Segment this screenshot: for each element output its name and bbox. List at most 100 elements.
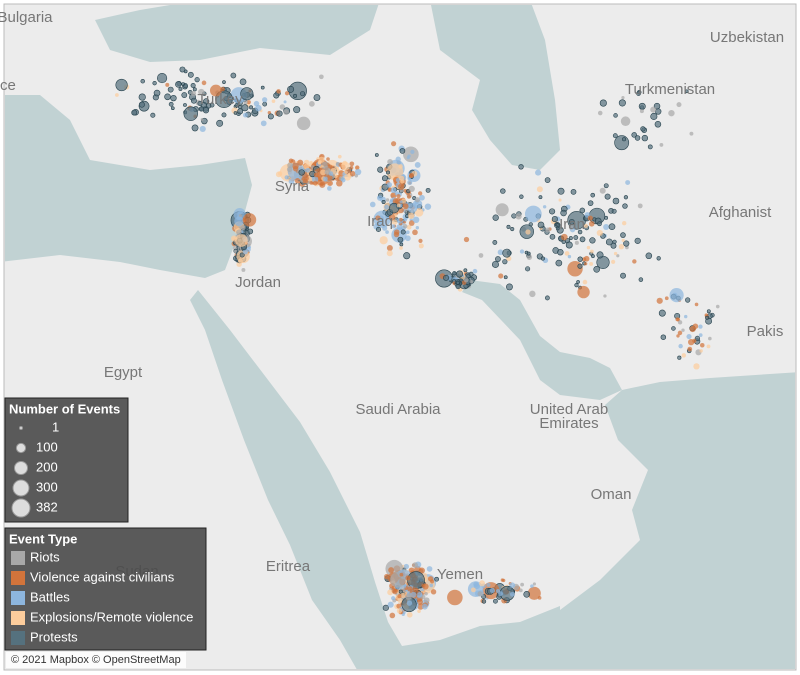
event-dot — [398, 164, 403, 169]
event-dot — [382, 604, 389, 611]
event-dot — [620, 116, 631, 126]
event-dot — [221, 112, 227, 118]
size-swatch — [11, 498, 31, 518]
event-dot — [405, 593, 412, 601]
event-dot — [477, 591, 483, 597]
event-dots — [115, 66, 720, 619]
event-dot — [687, 346, 693, 352]
event-dot — [560, 209, 567, 217]
event-dot — [406, 194, 412, 199]
color-label: Protests — [30, 629, 78, 644]
event-dot — [399, 175, 405, 181]
event-dot — [407, 154, 411, 158]
event-dot — [579, 207, 586, 214]
map-label: Iraq — [367, 213, 393, 230]
event-dot — [292, 166, 299, 172]
event-dot — [276, 89, 281, 94]
event-dot — [669, 288, 684, 303]
event-dot — [425, 187, 431, 193]
event-dot — [298, 169, 305, 176]
event-dot — [561, 233, 568, 241]
event-dot — [239, 252, 245, 258]
event-dot — [412, 229, 418, 236]
event-dot — [355, 165, 360, 170]
event-dot — [605, 238, 613, 246]
event-dot — [538, 195, 543, 200]
event-dot — [597, 110, 603, 116]
event-dot — [537, 596, 542, 600]
event-dot — [152, 80, 157, 86]
event-dot — [634, 237, 641, 244]
event-dot — [675, 317, 680, 322]
event-dot — [375, 226, 382, 233]
map-label: Afghanist — [709, 204, 772, 221]
event-dot — [604, 215, 609, 220]
mediterranean — [5, 95, 252, 278]
event-dot — [659, 143, 664, 147]
map-label: Pakis — [747, 323, 784, 340]
event-dot — [164, 93, 171, 101]
event-dot — [542, 205, 547, 209]
event-dot — [183, 103, 187, 107]
event-dot — [369, 201, 376, 208]
event-dot — [405, 235, 411, 242]
event-dot — [198, 88, 205, 96]
event-dot — [689, 325, 696, 333]
event-dot — [540, 256, 545, 261]
event-dot — [205, 103, 212, 109]
event-dot — [400, 179, 405, 184]
event-dot — [616, 254, 620, 258]
event-dot — [468, 271, 474, 277]
event-dot — [235, 234, 248, 247]
event-dot — [403, 563, 410, 570]
event-dot — [589, 261, 594, 266]
event-dot — [621, 96, 625, 100]
event-dot — [402, 610, 406, 615]
caspian-sea — [431, 5, 560, 170]
event-dot — [187, 71, 194, 78]
event-dot — [686, 334, 692, 340]
event-dot — [387, 188, 392, 192]
map-label: Iran — [559, 216, 585, 233]
event-dot — [209, 84, 222, 97]
event-dot — [545, 295, 550, 301]
event-dot — [262, 97, 268, 103]
event-dot — [384, 573, 390, 580]
map-label: ce — [0, 77, 16, 94]
event-dot — [519, 249, 525, 254]
event-dot — [510, 226, 515, 232]
event-dot — [131, 109, 138, 116]
event-dot — [397, 236, 404, 243]
event-dot — [568, 219, 575, 225]
event-dot — [529, 290, 536, 298]
event-dot — [570, 189, 577, 195]
event-dot — [495, 203, 509, 217]
event-dot — [138, 101, 145, 108]
attribution: © 2021 Mapbox © OpenStreetMap — [11, 654, 181, 666]
event-dot — [470, 587, 476, 593]
persian-gulf — [462, 280, 622, 400]
event-dot — [313, 94, 321, 101]
event-dot — [386, 244, 393, 251]
event-dot — [620, 272, 626, 279]
event-dot — [414, 197, 421, 203]
event-dot — [557, 187, 565, 195]
event-dot — [603, 224, 610, 231]
event-dot — [395, 177, 401, 183]
color-swatch — [11, 591, 25, 605]
event-dot — [478, 253, 484, 258]
map-label: Egypt — [104, 364, 143, 381]
event-dot — [287, 162, 293, 169]
event-dot — [525, 266, 531, 272]
event-dot — [417, 591, 423, 598]
event-dot — [410, 149, 415, 154]
event-dot — [527, 586, 541, 600]
event-dot — [715, 304, 720, 309]
event-dot — [502, 259, 508, 265]
event-dot — [577, 229, 583, 235]
event-dot — [681, 328, 685, 332]
event-dot — [530, 584, 534, 588]
event-dot — [518, 588, 523, 593]
event-dot — [706, 309, 711, 314]
